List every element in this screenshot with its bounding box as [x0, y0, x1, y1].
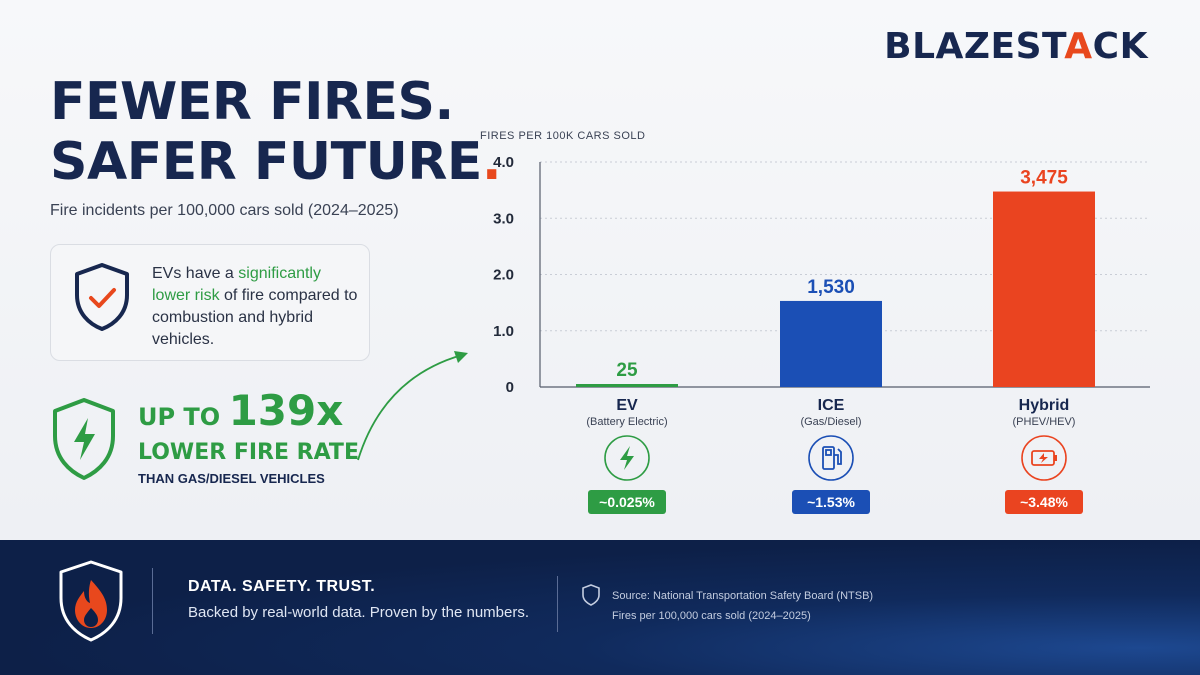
y-tick-label: 0: [506, 379, 514, 396]
shield-lightning-icon: [53, 398, 115, 480]
subtitle: Fire incidents per 100,000 cars sold (20…: [50, 202, 399, 219]
data-label: 25: [616, 360, 638, 381]
callout-highlight: significantly lower risk: [152, 265, 321, 304]
category-sublabel: (PHEV/HEV): [1013, 416, 1076, 428]
shield-check-icon: [75, 263, 129, 331]
footer: DATA. SAFETY. TRUST. Backed by real-worl…: [0, 540, 1200, 675]
highlight-line2: LOWER FIRE RATE: [138, 440, 359, 465]
lightning-icon: [620, 446, 634, 470]
callout-text: EVs have a significantly lower risk of f…: [152, 265, 358, 348]
curved-arrow-icon: [357, 351, 468, 461]
highlight-stat: UP TO 139x LOWER FIRE RATE THAN GAS/DIES…: [138, 386, 359, 486]
category-label: EV: [616, 397, 638, 414]
icon-circle: [1021, 435, 1067, 481]
percent-label: ~1.53%: [807, 494, 855, 510]
footer-title: DATA. SAFETY. TRUST.: [188, 578, 376, 595]
source-line1: Source: National Transportation Safety B…: [612, 590, 874, 602]
icon-circle: [604, 435, 650, 481]
source-line2: Fires per 100,000 cars sold (2024–2025): [612, 610, 811, 622]
percent-badge: [1005, 490, 1083, 514]
category-sublabel: (Gas/Diesel): [800, 416, 861, 428]
category-label: Hybrid: [1019, 397, 1070, 414]
headline-line2: SAFER FUTURE.: [50, 132, 502, 192]
axis-title: FIRES PER 100K CARS SOLD: [480, 130, 645, 142]
bar: [576, 384, 678, 387]
category-sublabel: (Battery Electric): [586, 416, 667, 428]
battery-terminal: [1054, 455, 1057, 461]
bar: [993, 191, 1095, 387]
percent-label: ~3.48%: [1020, 494, 1068, 510]
footer-source: Source: National Transportation Safety B…: [612, 586, 873, 626]
y-tick-label: 3.0: [493, 210, 514, 227]
category-label: ICE: [818, 397, 845, 414]
data-label: 3,475: [1020, 168, 1068, 189]
y-tick-label: 4.0: [493, 154, 514, 171]
data-label: 1,530: [807, 277, 855, 298]
footer-divider: [152, 568, 153, 634]
percent-badge: [588, 490, 666, 514]
headline-line1: FEWER FIRES.: [50, 72, 454, 132]
callout-card: EVs have a significantly lower risk of f…: [50, 244, 370, 361]
shield-outline-icon: [582, 584, 600, 606]
y-tick-label: 2.0: [493, 267, 514, 284]
bar-chart: FIRES PER 100K CARS SOLD 4.0 3.0 2.0 1.0 0 25 E…: [480, 130, 1150, 514]
footer-divider: [557, 576, 558, 632]
highlight-prefix: UP TO: [138, 403, 229, 431]
footer-tagline: Backed by real-world data. Proven by the…: [188, 604, 530, 621]
battery-bolt: [1039, 453, 1048, 463]
percent-label: ~0.025%: [599, 494, 655, 510]
bar: [780, 300, 882, 387]
headline-dot: .: [481, 132, 502, 192]
highlight-line3: THAN GAS/DIESEL VEHICLES: [138, 471, 325, 486]
shield-flame-icon: [59, 560, 123, 642]
icon-circle: [808, 435, 854, 481]
y-tick-label: 1.0: [493, 323, 514, 340]
headline: FEWER FIRES. SAFER FUTURE.: [50, 72, 502, 192]
brand-logo: BLAZESTACK: [884, 26, 1148, 67]
fuel-pump-icon: [822, 446, 842, 470]
percent-badge: [792, 490, 870, 514]
highlight-number: 139x: [228, 386, 344, 435]
